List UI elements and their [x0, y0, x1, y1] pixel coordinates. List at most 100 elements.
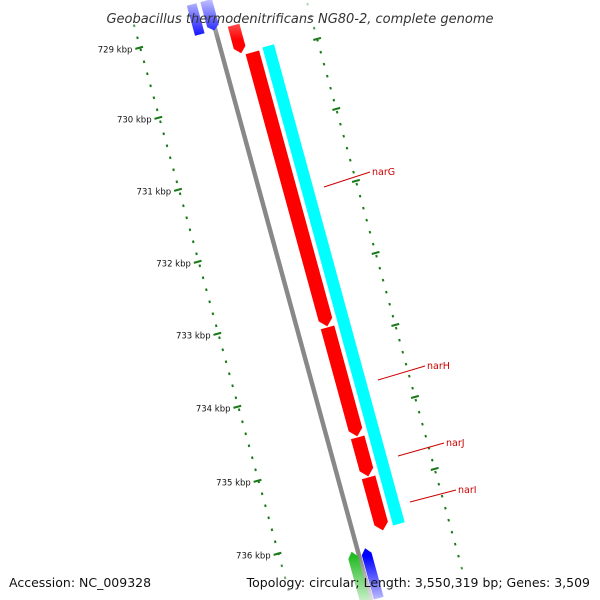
kbp-label: 731 kbp: [137, 188, 172, 198]
scale-tick-left: [244, 432, 247, 436]
scale-tick-left: [201, 276, 205, 280]
scale-tick-right: [322, 62, 326, 66]
gene-arrow-narH: [320, 325, 363, 437]
scale-tick-right: [398, 338, 401, 342]
scale-tick-left: [250, 456, 254, 460]
scale-major-tick: [135, 45, 144, 50]
scale-tick-left: [162, 132, 165, 136]
scale-tick-left: [146, 72, 149, 76]
scale-tick-right: [332, 98, 336, 102]
backbone-layer: [205, 0, 374, 600]
scale-tick-right: [421, 422, 424, 426]
scale-major-tick: [233, 404, 242, 409]
kbp-label: 729 kbp: [98, 46, 133, 56]
scale-tick-left: [175, 180, 179, 184]
gene-label-leader-narH: [377, 365, 426, 381]
scale-tick-left: [155, 108, 159, 112]
scale-tick-right: [453, 542, 457, 546]
scale-tick-right: [437, 482, 441, 486]
scale-major-tick: [173, 187, 183, 192]
bottom-fade: [0, 556, 600, 600]
scale-tick-left: [198, 264, 202, 268]
scale-tick-left: [139, 48, 143, 52]
gene-layer: [227, 23, 388, 531]
scale-tick-left: [159, 120, 162, 124]
scale-major-tick: [193, 259, 202, 264]
scale-tick-left: [228, 372, 231, 376]
scale-tick-left: [221, 348, 225, 352]
scale-tick-right: [411, 386, 414, 390]
kbp-label: 730 kbp: [117, 116, 152, 126]
scale-tick-left: [168, 156, 172, 160]
scale-tick-left: [218, 336, 221, 340]
cyan-track: [262, 44, 405, 526]
scale-tick-right: [430, 458, 434, 462]
scale-tick-right: [348, 158, 352, 162]
scale-tick-right: [368, 230, 372, 234]
scale-tick-left: [205, 288, 208, 292]
scale-major-tick-right: [351, 178, 361, 183]
scale-tick-right: [440, 494, 444, 498]
map-title: Geobacillus thermodenitrificans NG80-2, …: [106, 12, 493, 27]
backbone-line: [205, 0, 374, 600]
scale-tick-left: [195, 252, 198, 256]
gene-label-narG: narG: [372, 167, 395, 178]
scale-major-tick-right: [410, 394, 420, 399]
scale-tick-right: [417, 410, 421, 414]
gene-arrow-narG: [245, 50, 333, 327]
scale-tick-left: [237, 408, 241, 412]
kbp-label: 732 kbp: [156, 260, 191, 270]
scale-tick-right: [378, 266, 382, 270]
scale-tick-left: [172, 168, 175, 172]
scale-tick-right: [329, 86, 332, 90]
scale-tick-left: [270, 528, 274, 532]
scale-tick-right: [408, 374, 411, 378]
scale-tick-left: [264, 504, 267, 508]
scale-tick-left: [182, 204, 185, 208]
scale-tick-right: [365, 218, 368, 222]
kbp-label: 734 kbp: [196, 405, 231, 415]
kbp-label: 733 kbp: [176, 332, 211, 342]
scale-major-tick-right: [391, 322, 400, 327]
scale-tick-right: [385, 290, 388, 294]
scale-tick-right: [355, 182, 359, 186]
scale-major-tick-right: [371, 250, 380, 255]
scale-tick-right: [352, 170, 355, 174]
scale-tick-right: [381, 278, 385, 282]
scale-tick-right: [424, 434, 427, 438]
scale-tick-right: [450, 530, 454, 534]
scale-major-tick: [273, 551, 282, 556]
scale-tick-right: [358, 194, 362, 198]
scale-tick-left: [231, 384, 234, 388]
scale-tick-right: [447, 518, 450, 522]
scale-tick-right: [319, 50, 323, 54]
gene-label-narI: narI: [458, 485, 477, 496]
scale-tick-left: [191, 240, 195, 244]
scale-tick-left: [211, 312, 215, 316]
gene-arrow-narJ: [350, 435, 374, 477]
scale-tick-left: [165, 144, 169, 148]
gene-label-leader-narI: [409, 489, 457, 503]
accession-label: Accession: NC_009328: [9, 575, 151, 590]
gene-label-leader-narG: [323, 171, 371, 188]
scale-tick-right: [375, 254, 378, 258]
scale-major-tick: [213, 331, 222, 336]
scale-tick-left: [273, 540, 277, 544]
cyan-track-layer: [262, 44, 405, 526]
scale-tick-left: [234, 396, 238, 400]
tick-layer: [132, 2, 464, 592]
scale-tick-right: [388, 302, 391, 306]
scale-tick-right: [434, 470, 437, 474]
scale-tick-left: [178, 192, 182, 196]
scale-tick-right: [326, 74, 329, 78]
scale-tick-right: [414, 398, 418, 402]
scale-tick-right: [342, 134, 345, 138]
scale-tick-left: [241, 420, 244, 424]
kbp-label: 735 kbp: [216, 479, 251, 489]
kbp-label-layer: 729 kbp 730 kbp 731 kbp 732 kbp 733 kbp 734 k…: [98, 46, 271, 562]
top-fade: [0, 0, 600, 40]
scale-tick-left: [149, 84, 152, 88]
scale-major-tick: [154, 115, 163, 120]
scale-tick-left: [214, 324, 218, 328]
